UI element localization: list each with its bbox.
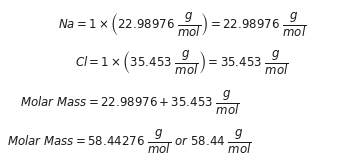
Text: $\mathbf{\mathit{Cl = 1\times \left(35.453\ \dfrac{g}{mol}\right)=35.453\ \dfrac: $\mathbf{\mathit{Cl = 1\times \left(35.4… — [75, 49, 289, 77]
Text: $\mathbf{\mathit{Na = 1\times \left(22.98976\ \dfrac{g}{mol}\right)=22.98976\ \d: $\mathbf{\mathit{Na = 1\times \left(22.9… — [58, 11, 306, 39]
Text: $\mathbf{\mathit{Molar\ Mass = 58.44276\ \dfrac{g}{mol}\ or\ 58.44\ \dfrac{g}{mo: $\mathbf{\mathit{Molar\ Mass = 58.44276\… — [7, 128, 252, 156]
Text: $\mathbf{\mathit{Molar\ Mass = 22.98976 + 35.453\ \dfrac{g}{mol}}}$: $\mathbf{\mathit{Molar\ Mass = 22.98976 … — [20, 89, 239, 117]
